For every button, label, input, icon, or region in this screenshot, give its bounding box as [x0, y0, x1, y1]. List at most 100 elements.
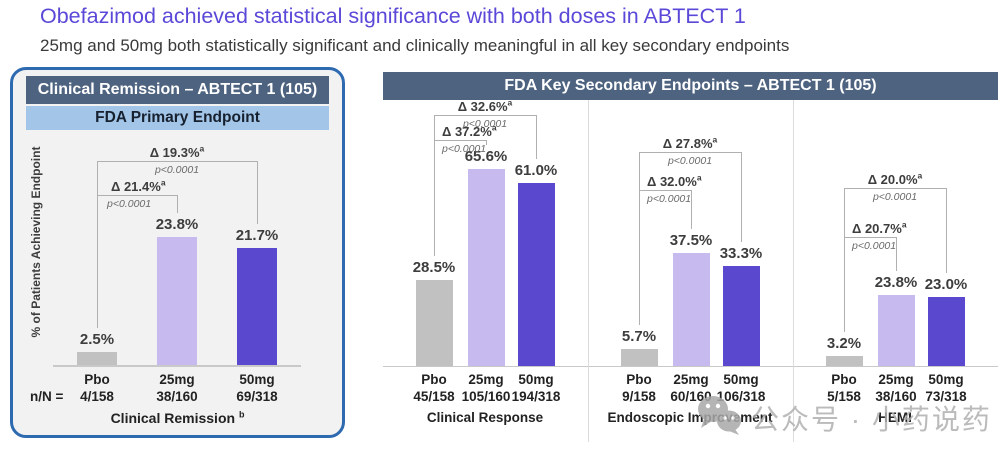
- bar-category-label: 25mg: [673, 372, 709, 387]
- bar-50mg: [237, 248, 277, 365]
- bar-nN-label: 4/158: [80, 389, 114, 404]
- bar-50mg: [927, 297, 965, 366]
- left-chart-group-label-sup: b: [238, 409, 245, 420]
- bracket-line: [97, 195, 177, 196]
- delta-label: Δ 32.0%a: [647, 172, 702, 189]
- bar-value-label: 2.5%: [79, 331, 115, 348]
- p-value-label: p<0.0001: [872, 191, 918, 203]
- delta-label: Δ 19.3%a: [149, 143, 205, 160]
- left-panel-header: Clinical Remission – ABTECT 1 (105): [26, 76, 329, 104]
- bar-pbo: [415, 280, 453, 366]
- bar-25mg: [157, 237, 197, 365]
- bar-pbo: [77, 352, 117, 365]
- bracket-drop-left: [97, 161, 98, 328]
- bracket-line: [434, 140, 486, 141]
- bar-value-label: 21.7%: [235, 227, 279, 244]
- y-axis-label: % of Patients Achieving Endpoint: [29, 146, 43, 338]
- bracket-drop-left: [844, 188, 845, 332]
- delta-label: Δ 20.0%a: [867, 170, 923, 187]
- right-panel-header: FDA Key Secondary Endpoints – ABTECT 1 (…: [383, 72, 998, 100]
- bracket-drop-right: [946, 188, 947, 273]
- delta-label: Δ 21.4%a: [111, 177, 166, 194]
- bar-category-label: 50mg: [518, 372, 554, 387]
- bracket-line: [639, 152, 741, 153]
- bracket-line: [97, 161, 257, 162]
- bar-category-label: Pbo: [421, 372, 447, 387]
- p-value-label: p<0.0001: [154, 164, 200, 176]
- bar-nN-label: 105/160: [461, 389, 511, 404]
- bar-nN-label: 73/318: [925, 389, 967, 404]
- bracket-line: [434, 115, 536, 116]
- bar-category-label: 50mg: [928, 372, 964, 387]
- clinical-remission-panel: Clinical Remission – ABTECT 1 (105) FDA …: [10, 67, 345, 438]
- bracket-line: [844, 188, 946, 189]
- bar-nN-label: 45/158: [413, 389, 455, 404]
- group-label: Clinical Response: [426, 410, 544, 425]
- bracket-drop-right: [741, 152, 742, 242]
- bracket-drop-left: [639, 152, 640, 325]
- group-separator: [793, 100, 794, 442]
- x-axis-line: [383, 366, 998, 367]
- bracket-drop-right: [177, 195, 178, 213]
- bar-50mg: [722, 266, 760, 366]
- delta-label: Δ 20.7%a: [852, 219, 907, 236]
- bar-value-label: 5.7%: [621, 328, 657, 345]
- bar-25mg: [672, 253, 710, 366]
- bar-pbo: [825, 356, 863, 366]
- bracket-drop-right: [536, 115, 537, 159]
- p-value-label: p<0.0001: [852, 240, 897, 252]
- bar-25mg: [467, 169, 505, 366]
- bar-value-label: 28.5%: [412, 259, 456, 276]
- bracket-drop-right: [257, 161, 258, 224]
- bar-value-label: 37.5%: [669, 232, 713, 249]
- bar-nN-label: 5/158: [827, 389, 861, 404]
- delta-label: Δ 37.2%a: [442, 122, 497, 139]
- bar-nN-label: 9/158: [622, 389, 656, 404]
- page-subtitle: 25mg and 50mg both statistically signifi…: [40, 36, 790, 55]
- bar-category-label: 25mg: [159, 372, 195, 387]
- bar-value-label: 23.0%: [924, 276, 968, 293]
- left-chart-group-label: Clinical Remission b: [27, 410, 328, 426]
- group-label: HEMI: [878, 410, 912, 425]
- left-chart-group-label-text: Clinical Remission: [110, 410, 236, 426]
- bar-value-label: 3.2%: [826, 335, 862, 352]
- bar-category-label: 25mg: [468, 372, 504, 387]
- bar-value-label: 33.3%: [719, 245, 763, 262]
- bracket-drop-right: [896, 237, 897, 271]
- bracket-drop-right: [486, 140, 487, 145]
- bar-25mg: [877, 295, 915, 366]
- bar-value-label: 23.8%: [874, 274, 918, 291]
- p-value-label: p<0.0001: [647, 193, 692, 205]
- bracket-line: [639, 190, 691, 191]
- bar-category-label: 50mg: [723, 372, 759, 387]
- bar-pbo: [620, 349, 658, 366]
- bar-nN-label: 38/160: [875, 389, 917, 404]
- p-value-label: p<0.0001: [462, 118, 508, 130]
- delta-label: Δ 32.6%a: [457, 97, 513, 114]
- bar-value-label: 23.8%: [155, 216, 199, 233]
- bar-category-label: Pbo: [84, 372, 110, 387]
- page-title: Obefazimod achieved statistical signific…: [40, 4, 746, 28]
- group-label: Endoscopic Improvement: [607, 410, 773, 425]
- bracket-line: [844, 237, 896, 238]
- bar-category-label: 25mg: [878, 372, 914, 387]
- bar-nN-label: 38/160: [156, 389, 198, 404]
- p-value-label: p<0.0001: [107, 198, 152, 210]
- p-value-label: p<0.0001: [667, 155, 713, 167]
- bar-50mg: [517, 183, 555, 366]
- bar-value-label: 61.0%: [514, 162, 558, 179]
- p-value-label: p<0.0001: [442, 143, 487, 155]
- bracket-drop-right: [691, 190, 692, 229]
- bar-category-label: Pbo: [831, 372, 857, 387]
- left-panel-subheader: FDA Primary Endpoint: [26, 106, 329, 130]
- bar-category-label: 50mg: [239, 372, 275, 387]
- bar-nN-label: 69/318: [236, 389, 278, 404]
- bar-value-label: 65.6%: [464, 148, 508, 165]
- bar-nN-label: 106/318: [716, 389, 766, 404]
- bar-nN-label: 194/318: [511, 389, 561, 404]
- group-separator: [588, 100, 589, 442]
- delta-label: Δ 27.8%a: [662, 134, 718, 151]
- x-axis-line: [53, 365, 301, 367]
- nN-prefix-label: n/N =: [30, 389, 64, 404]
